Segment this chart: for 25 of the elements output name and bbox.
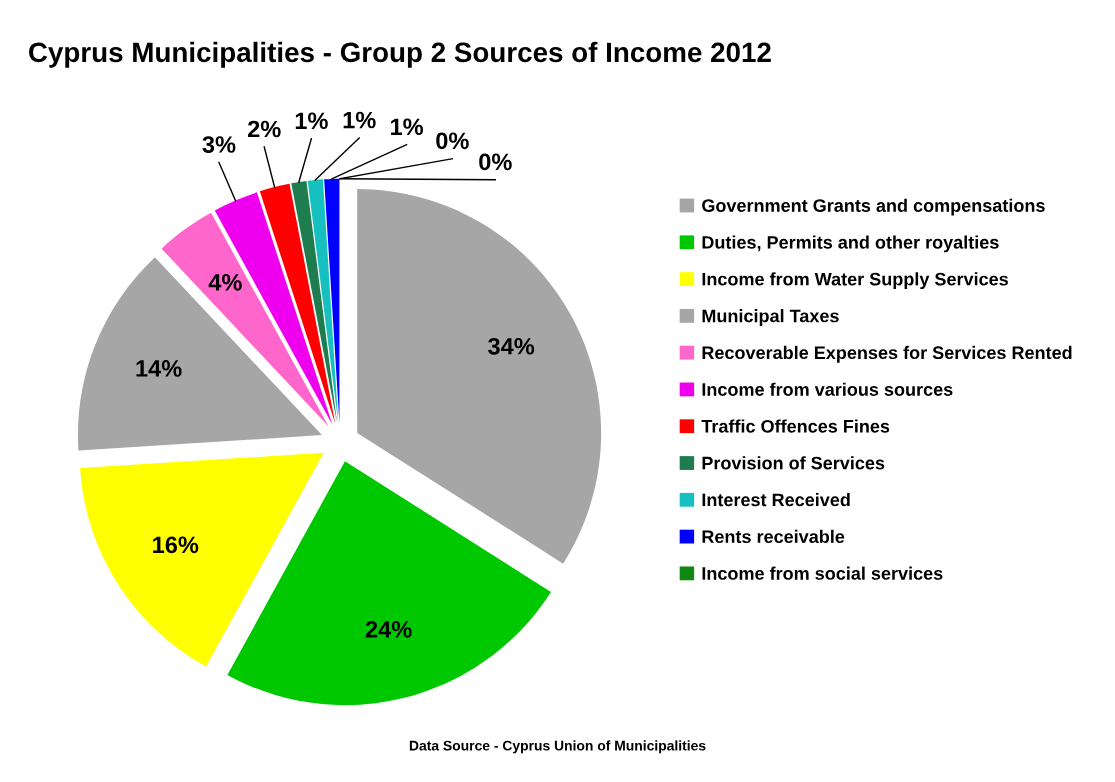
data-label: 1% <box>391 118 424 136</box>
data-label: 34% <box>488 337 535 355</box>
data-label: 2% <box>247 120 281 138</box>
legend-label: Rents receivable <box>702 529 845 544</box>
text: 0% <box>479 153 512 171</box>
data-label: 4% <box>208 274 242 291</box>
data-label: 1% <box>295 112 328 130</box>
data-label: 3% <box>202 136 236 153</box>
legend-label: Recoverable Expenses for Services Rented <box>702 345 1072 363</box>
data-label: 24% <box>365 620 412 638</box>
legend-label: Interest Received <box>702 493 850 507</box>
legend-label: Income from social services <box>702 566 943 580</box>
legend-label: Income from Water Supply Services <box>702 272 1008 290</box>
legend-label: Duties, Permits and other royalties <box>702 235 999 253</box>
data-label: 1% <box>343 111 376 129</box>
legend-label: Traffic Offences Fines <box>701 419 890 433</box>
legend-label: Provision of Services <box>702 456 885 470</box>
data-label: 14% <box>136 360 182 377</box>
data-label: 16% <box>153 536 199 554</box>
chart-title: Cyprus Municipalities - Group 2 Sources of Income 2012 <box>29 41 771 68</box>
legend-label: Government Grants and compensations <box>702 198 1045 216</box>
source-note: Data Source - Cyprus Union of Municipalities <box>409 740 706 754</box>
text: 0% <box>436 132 469 150</box>
legend-label: Municipal Taxes <box>702 309 839 326</box>
legend-label: Income from various sources <box>702 382 953 396</box>
